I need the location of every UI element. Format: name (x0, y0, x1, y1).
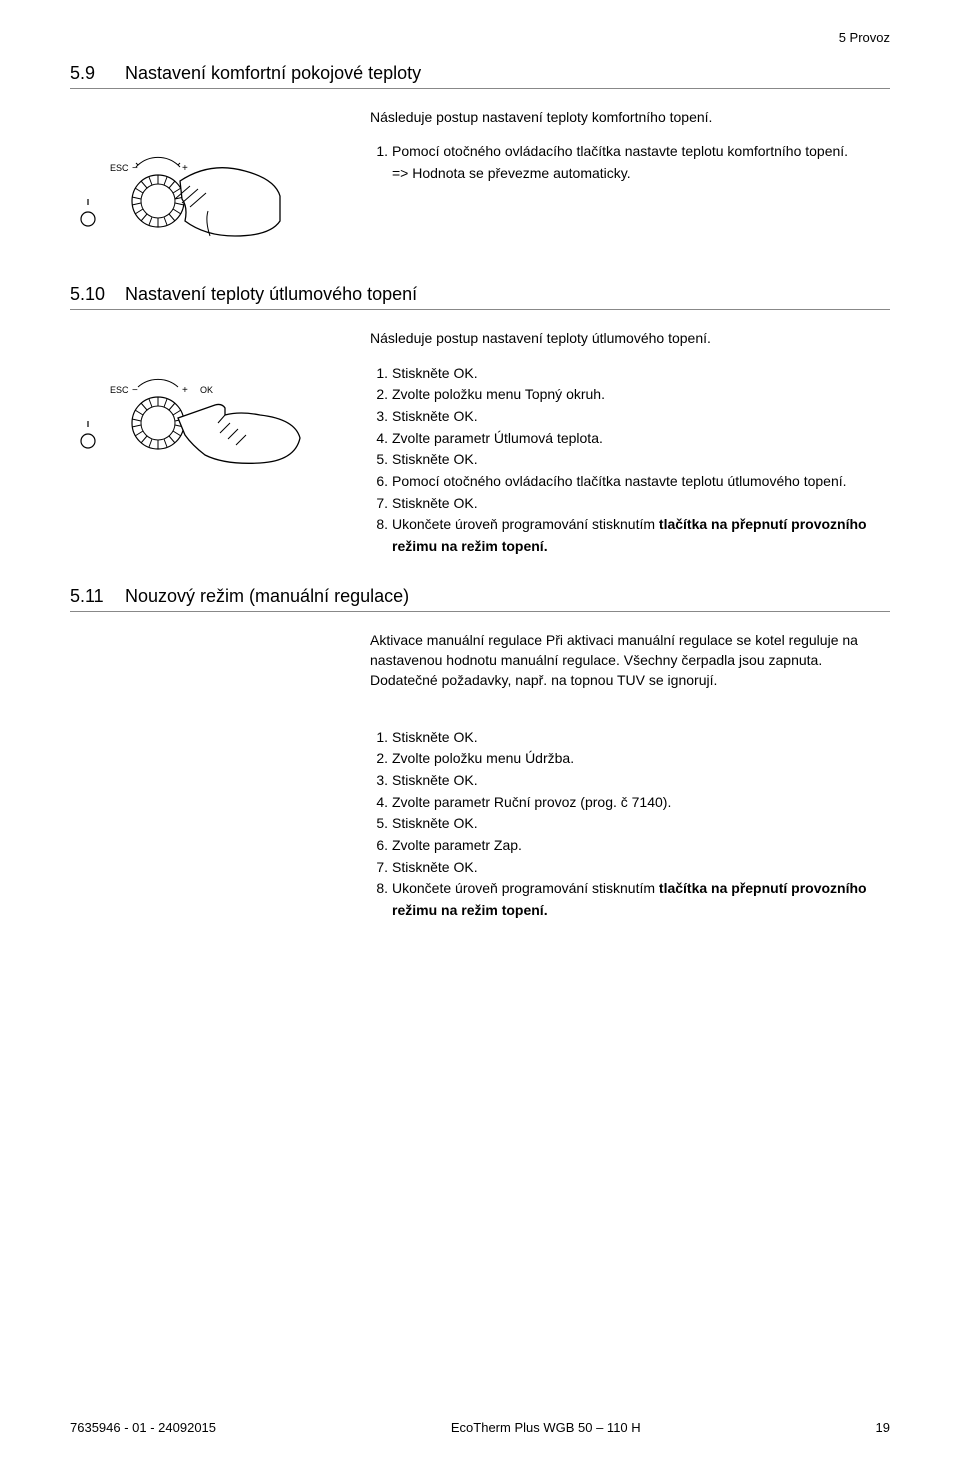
esc-label: ESC (110, 163, 129, 173)
step-item: 7.Stiskněte OK. (370, 857, 890, 879)
section-num: 5.11 (70, 586, 125, 607)
step-item: 8.Ukončete úroveň programování stisknutí… (370, 878, 890, 921)
step-item: 1.Pomocí otočného ovládacího tlačítka na… (370, 141, 848, 184)
step-text: Ukončete úroveň programování stisknutím … (392, 514, 890, 557)
esc-label: ESC (110, 385, 129, 395)
step-text: Stiskněte OK. (392, 770, 890, 792)
section-header-59: 5.9 Nastavení komfortní pokojové teploty (70, 63, 890, 89)
step-number: 3. (370, 770, 392, 792)
step-item: 6.Zvolte parametr Zap. (370, 835, 890, 857)
step-number: 7. (370, 857, 392, 879)
step-text: Stiskněte OK. (392, 449, 890, 471)
step-text: Zvolte parametr Ruční provoz (prog. č 71… (392, 792, 890, 814)
minus-label: − (132, 385, 138, 396)
step-item: 3.Stiskněte OK. (370, 406, 890, 428)
dial-diagram-59: ESC − + (70, 141, 370, 256)
step-text: Pomocí otočného ovládacího tlačítka nast… (392, 471, 890, 493)
step-number: 2. (370, 384, 392, 406)
step-item: 4.Zvolte parametr Ruční provoz (prog. č … (370, 792, 890, 814)
step-item: 5.Stiskněte OK. (370, 449, 890, 471)
step-number: 1. (370, 141, 392, 184)
step-text: Pomocí otočného ovládacího tlačítka nast… (392, 141, 848, 184)
step-text: Stiskněte OK. (392, 363, 890, 385)
step-text: Zvolte parametr Útlumová teplota. (392, 428, 890, 450)
step-number: 3. (370, 406, 392, 428)
section-511-body: 1.Stiskněte OK.2.Zvolte položku menu Údr… (70, 727, 890, 922)
step-number: 5. (370, 449, 392, 471)
ok-label: OK (200, 385, 213, 395)
step-item: 1.Stiskněte OK. (370, 727, 890, 749)
intro-text: Následuje postup nastavení teploty komfo… (370, 107, 890, 127)
step-item: 1.Stiskněte OK. (370, 363, 890, 385)
rotary-dial-turn-icon: ESC − + (70, 141, 290, 251)
section-header-510: 5.10 Nastavení teploty útlumového topení (70, 284, 890, 310)
section-title: Nastavení komfortní pokojové teploty (125, 63, 421, 84)
step-item: 8.Ukončete úroveň programování stisknutí… (370, 514, 890, 557)
step-text: Stiskněte OK. (392, 727, 890, 749)
section-59-body: ESC − + (70, 141, 890, 256)
intro-text: Aktivace manuální regulace Při aktivaci … (370, 630, 890, 691)
section-59-intro-block: Následuje postup nastavení teploty komfo… (370, 107, 890, 127)
step-number: 1. (370, 363, 392, 385)
step-text: Stiskněte OK. (392, 493, 890, 515)
section-header-511: 5.11 Nouzový režim (manuální regulace) (70, 586, 890, 612)
header-chapter: 5 Provoz (70, 30, 890, 45)
step-number: 2. (370, 748, 392, 770)
step-text: Zvolte položku menu Topný okruh. (392, 384, 890, 406)
footer-product: EcoTherm Plus WGB 50 – 110 H (216, 1420, 876, 1435)
step-text: Stiskněte OK. (392, 813, 890, 835)
step-text: Zvolte parametr Zap. (392, 835, 890, 857)
section-title: Nastavení teploty útlumového topení (125, 284, 417, 305)
rotary-dial-press-icon: ESC − + OK (70, 363, 310, 473)
step-number: 4. (370, 792, 392, 814)
footer-doc-id: 7635946 - 01 - 24092015 (70, 1420, 216, 1435)
footer-page-number: 19 (876, 1420, 890, 1435)
page: 5 Provoz 5.9 Nastavení komfortní pokojov… (0, 0, 960, 1465)
intro-text: Následuje postup nastavení teploty útlum… (370, 328, 890, 348)
page-footer: 7635946 - 01 - 24092015 EcoTherm Plus WG… (70, 1420, 890, 1435)
section-511-intro-block: Aktivace manuální regulace Při aktivaci … (370, 630, 890, 691)
step-item: 4.Zvolte parametr Útlumová teplota. (370, 428, 890, 450)
section-num: 5.9 (70, 63, 125, 84)
section-510-intro-block: Následuje postup nastavení teploty útlum… (370, 328, 890, 348)
section-title: Nouzový režim (manuální regulace) (125, 586, 409, 607)
plus-label: + (182, 163, 188, 174)
step-text: Zvolte položku menu Údržba. (392, 748, 890, 770)
step-number: 1. (370, 727, 392, 749)
steps-59: 1.Pomocí otočného ovládacího tlačítka na… (370, 141, 848, 184)
step-text: Stiskněte OK. (392, 857, 890, 879)
step-number: 6. (370, 835, 392, 857)
step-item: 6.Pomocí otočného ovládacího tlačítka na… (370, 471, 890, 493)
step-number: 8. (370, 878, 392, 921)
step-text-bold: tlačítka na přepnutí provozního režimu n… (392, 880, 867, 918)
step-number: 8. (370, 514, 392, 557)
step-item: 3.Stiskněte OK. (370, 770, 890, 792)
section-510-body: ESC − + OK (70, 363, 890, 558)
step-item: 5.Stiskněte OK. (370, 813, 890, 835)
step-text-bold: tlačítka na přepnutí provozního režimu n… (392, 516, 867, 554)
step-item: 2.Zvolte položku menu Topný okruh. (370, 384, 890, 406)
step-number: 6. (370, 471, 392, 493)
section-num: 5.10 (70, 284, 125, 305)
step-text: Ukončete úroveň programování stisknutím … (392, 878, 890, 921)
step-item: 2.Zvolte položku menu Údržba. (370, 748, 890, 770)
dial-diagram-510: ESC − + OK (70, 363, 370, 478)
step-number: 4. (370, 428, 392, 450)
step-item: 7.Stiskněte OK. (370, 493, 890, 515)
steps-510: 1.Stiskněte OK.2.Zvolte položku menu Top… (370, 363, 890, 558)
step-number: 5. (370, 813, 392, 835)
step-number: 7. (370, 493, 392, 515)
steps-511: 1.Stiskněte OK.2.Zvolte položku menu Údr… (370, 727, 890, 922)
step-text: Stiskněte OK. (392, 406, 890, 428)
plus-label: + (182, 385, 188, 396)
